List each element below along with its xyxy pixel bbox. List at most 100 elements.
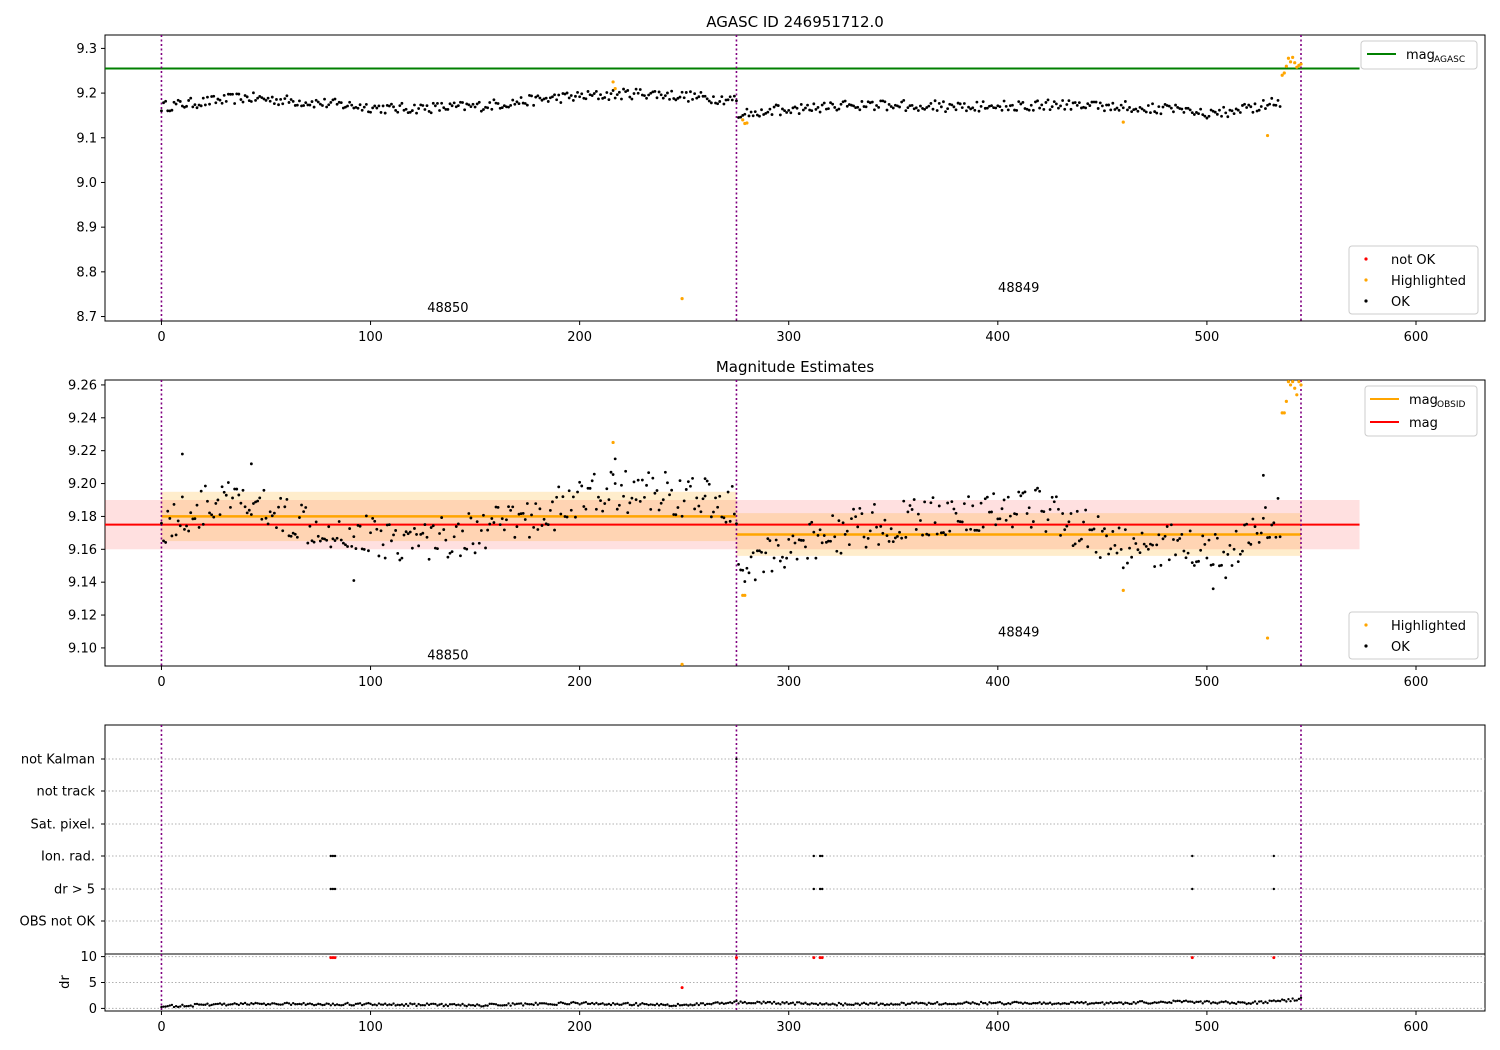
ok-point bbox=[1174, 103, 1177, 107]
ok-point bbox=[327, 525, 331, 529]
ok-point bbox=[431, 524, 435, 528]
ok-point bbox=[862, 1001, 866, 1005]
ok-point bbox=[1099, 1001, 1102, 1005]
ok-point bbox=[501, 1004, 504, 1007]
ok-point bbox=[638, 499, 642, 503]
y-tick-label: 9.2 bbox=[76, 87, 97, 102]
ok-point bbox=[1019, 1001, 1023, 1004]
ok-point bbox=[1044, 530, 1048, 533]
ok-point bbox=[404, 530, 408, 534]
not-ok-point bbox=[331, 956, 335, 960]
ok-point bbox=[542, 1002, 546, 1005]
ok-point bbox=[494, 101, 498, 105]
ok-point bbox=[540, 98, 544, 102]
ok-point bbox=[893, 536, 897, 540]
ok-point bbox=[440, 516, 444, 519]
ok-point bbox=[233, 487, 237, 491]
ok-point bbox=[693, 1003, 696, 1007]
ok-point bbox=[952, 1002, 956, 1006]
flag-point bbox=[1272, 854, 1276, 858]
ok-point bbox=[210, 95, 214, 98]
ok-point bbox=[580, 92, 584, 96]
ok-point bbox=[429, 111, 433, 115]
ok-point bbox=[1044, 1002, 1048, 1005]
ok-point bbox=[603, 96, 607, 99]
ok-point bbox=[298, 1002, 301, 1006]
ok-point bbox=[1100, 529, 1104, 533]
ok-point bbox=[896, 1003, 899, 1006]
ok-point bbox=[340, 1004, 343, 1007]
ok-point bbox=[421, 1003, 425, 1007]
ok-point bbox=[804, 106, 807, 110]
ok-point bbox=[218, 98, 222, 102]
ok-point bbox=[498, 1004, 502, 1007]
flag-point bbox=[820, 887, 824, 891]
ok-point bbox=[555, 98, 559, 102]
ok-point bbox=[517, 512, 521, 516]
highlighted-point bbox=[1288, 383, 1293, 387]
ok-point bbox=[421, 531, 425, 535]
ok-point bbox=[797, 538, 801, 542]
ok-point bbox=[542, 517, 546, 521]
ok-point bbox=[329, 1004, 333, 1007]
ok-point bbox=[737, 116, 740, 119]
ok-point bbox=[241, 488, 245, 492]
ok-point bbox=[444, 538, 448, 542]
ok-point bbox=[170, 534, 174, 538]
ok-point bbox=[1048, 108, 1052, 112]
ok-point bbox=[791, 106, 795, 110]
ok-point bbox=[162, 539, 165, 543]
ok-point bbox=[843, 1002, 847, 1005]
ok-point bbox=[505, 105, 508, 109]
ok-point bbox=[1289, 999, 1292, 1003]
ok-point bbox=[1057, 106, 1060, 110]
ok-point bbox=[193, 103, 197, 107]
ok-point bbox=[645, 96, 648, 100]
ok-point bbox=[314, 98, 318, 102]
ok-point bbox=[680, 1003, 684, 1007]
ok-point bbox=[626, 1001, 629, 1005]
ok-point bbox=[659, 93, 663, 97]
ok-point bbox=[1067, 1002, 1071, 1006]
ok-point bbox=[1245, 106, 1249, 109]
ok-point bbox=[988, 510, 991, 514]
ok-point bbox=[1247, 1002, 1250, 1005]
ok-point bbox=[887, 540, 891, 543]
ok-point bbox=[739, 115, 743, 119]
ok-point bbox=[845, 529, 849, 533]
ok-point bbox=[678, 95, 682, 99]
ok-point bbox=[214, 101, 218, 105]
ok-point bbox=[958, 102, 962, 106]
ok-point bbox=[519, 512, 523, 516]
ok-point bbox=[676, 506, 680, 509]
highlighted-point bbox=[1299, 383, 1303, 387]
ok-point bbox=[640, 478, 644, 482]
ok-point bbox=[463, 1004, 466, 1007]
ok-point bbox=[883, 100, 887, 104]
ok-point bbox=[636, 91, 640, 95]
ok-point bbox=[1034, 488, 1037, 492]
ok-point bbox=[1278, 105, 1282, 108]
ok-point bbox=[946, 1002, 949, 1006]
ok-point bbox=[599, 1002, 602, 1006]
ok-point bbox=[906, 1002, 910, 1006]
ok-point bbox=[1098, 556, 1102, 559]
ok-point bbox=[864, 545, 868, 549]
ok-point bbox=[498, 523, 502, 527]
ok-point bbox=[1276, 98, 1280, 102]
ok-point bbox=[1268, 999, 1271, 1002]
ok-point bbox=[519, 96, 523, 99]
ok-point bbox=[264, 516, 268, 520]
ok-point bbox=[1146, 104, 1150, 107]
ok-point bbox=[270, 514, 274, 518]
ok-point bbox=[933, 521, 937, 524]
ok-point bbox=[272, 511, 276, 515]
ok-point bbox=[561, 1001, 565, 1005]
ok-point bbox=[607, 498, 611, 502]
ok-point bbox=[726, 490, 730, 494]
ok-point bbox=[672, 97, 676, 100]
ok-point bbox=[1115, 1001, 1119, 1005]
ok-point bbox=[339, 101, 343, 105]
ok-point bbox=[291, 1001, 295, 1005]
ok-point bbox=[442, 106, 446, 110]
